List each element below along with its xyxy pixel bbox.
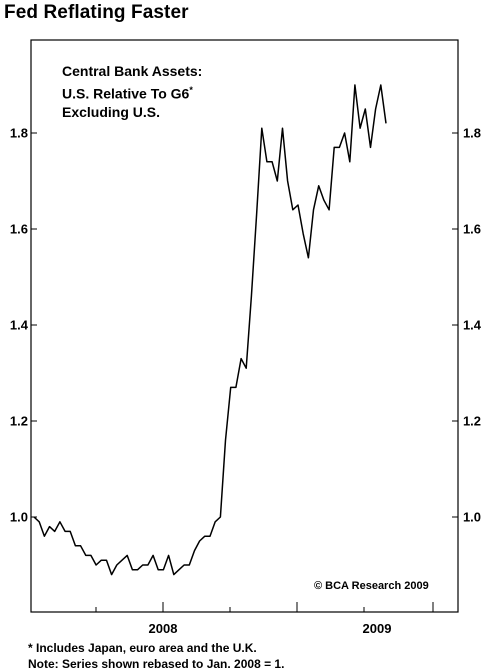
- y-tick-label-right: 1.0: [463, 510, 481, 525]
- legend-line-3: Excluding U.S.: [62, 103, 161, 120]
- chart-legend: Central Bank Assets: U.S. Relative To G6…: [62, 62, 202, 121]
- copyright-note: © BCA Research 2009: [314, 580, 429, 592]
- axis-ticks: [31, 132, 458, 612]
- chart-title: Fed Reflating Faster: [4, 2, 189, 23]
- legend-line-1: Central Bank Assets:: [62, 63, 203, 79]
- y-tick-label-right: 1.2: [463, 414, 481, 429]
- x-tick-label: 2008: [149, 621, 178, 636]
- y-tick-label-right: 1.4: [463, 318, 482, 333]
- series-line: [33, 84, 387, 576]
- y-tick-label-left: 1.4: [10, 318, 29, 333]
- plot-frame: [30, 39, 459, 613]
- y-tick-label-right: 1.6: [463, 222, 481, 237]
- legend-footnote-marker: *: [189, 84, 193, 95]
- legend-line-2-text: U.S. Relative To G6: [62, 85, 190, 102]
- axis-tick-labels: 1.0 1.0 1.2 1.2 1.4 1.4 1.6 1.6 1.8 1.8 2008 2009: [10, 126, 482, 637]
- y-tick-label-left: 1.2: [10, 414, 28, 429]
- legend-line-2: U.S. Relative To G6*: [62, 81, 202, 103]
- y-tick-label-left: 1.6: [10, 222, 28, 237]
- chart-axes: [30, 39, 459, 613]
- y-tick-label-left: 1.0: [10, 510, 28, 525]
- y-tick-label-right: 1.8: [463, 126, 481, 141]
- x-tick-label: 2009: [363, 621, 392, 636]
- footnote-2: Note: Series shown rebased to Jan. 2008 …: [28, 657, 285, 671]
- y-tick-label-left: 1.8: [10, 126, 28, 141]
- footnote-1: * Includes Japan, euro area and the U.K.: [28, 641, 257, 655]
